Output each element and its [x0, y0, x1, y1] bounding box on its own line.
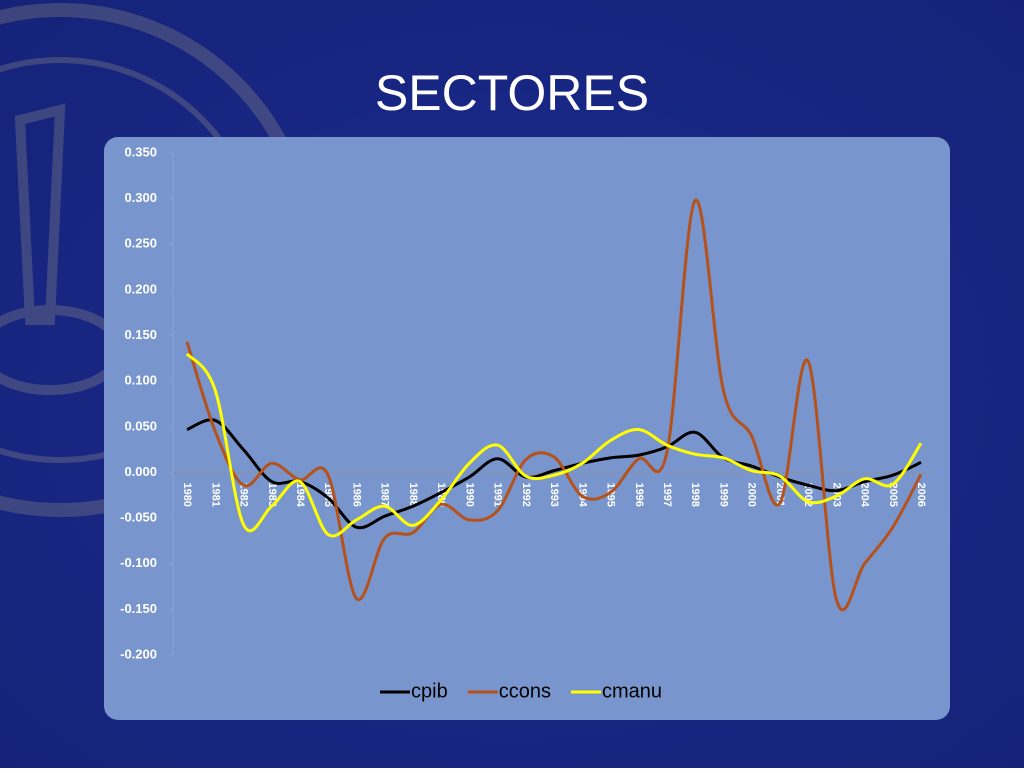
y-tick-label: 0.250: [124, 236, 157, 251]
data-line: [185, 352, 923, 538]
y-tick-label: -0.050: [120, 510, 157, 525]
x-tick-label: 1980: [181, 482, 193, 506]
x-tick-label: 1996: [633, 482, 645, 506]
x-tick-label: 1990: [463, 482, 475, 506]
legend-label: cmanu: [602, 680, 662, 702]
x-tick-label: 2000: [746, 482, 758, 506]
chart-panel: [104, 137, 950, 720]
y-tick-label: 0.050: [124, 418, 157, 433]
x-tick-label: 1993: [548, 482, 560, 506]
y-tick-label: 0.100: [124, 373, 157, 388]
y-tick-label: -0.200: [120, 646, 157, 661]
x-tick-label: 1982: [238, 482, 250, 506]
y-tick-label: 0.350: [124, 144, 157, 159]
y-tick-label: 0.150: [124, 327, 157, 342]
y-tick-label: -0.150: [120, 601, 157, 616]
x-tick-label: 1989: [435, 482, 447, 506]
legend-label: cpib: [411, 680, 448, 702]
x-tick-label: 1999: [717, 482, 729, 506]
x-tick-label: 1991: [492, 482, 504, 506]
x-tick-label: 1984: [294, 482, 306, 507]
legend-label: ccons: [499, 680, 551, 702]
slide-title: SECTORES: [375, 65, 649, 121]
x-tick-label: 1987: [379, 482, 391, 506]
y-tick-label: 0.000: [124, 464, 157, 479]
x-tick-label: 2006: [915, 482, 927, 506]
x-tick-label: 2004: [859, 482, 871, 507]
x-tick-label: 1981: [209, 482, 221, 506]
x-tick-label: 1988: [407, 482, 419, 506]
x-tick-label: 1997: [661, 482, 673, 506]
y-tick-label: 0.300: [124, 190, 157, 205]
data-line: [186, 418, 922, 530]
y-tick-label: 0.200: [124, 281, 157, 296]
y-tick-label: -0.100: [120, 555, 157, 570]
x-tick-label: 2005: [887, 482, 899, 506]
x-tick-label: 1992: [520, 482, 532, 506]
x-tick-label: 1983: [266, 482, 278, 506]
x-tick-label: 1998: [689, 482, 701, 506]
data-line: [185, 198, 923, 612]
x-tick-label: 1986: [350, 482, 362, 506]
